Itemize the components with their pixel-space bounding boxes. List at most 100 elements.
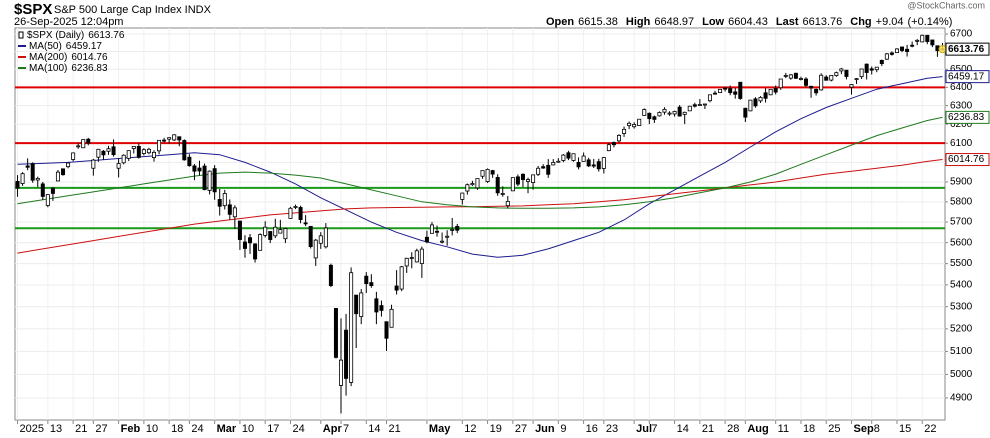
candle-body <box>707 94 712 102</box>
security-name: S&P 500 Large Cap Index INDX <box>54 4 212 16</box>
candle-body <box>733 91 738 95</box>
candle-body <box>374 298 379 313</box>
candle-body <box>616 134 621 142</box>
candle-body <box>798 78 803 80</box>
y-tick-label: 5300 <box>950 301 973 312</box>
candle-body <box>596 161 601 170</box>
candle-body <box>197 167 202 172</box>
candle-body <box>642 109 647 116</box>
candle-body <box>369 282 374 286</box>
candle-body <box>227 204 232 215</box>
candle-body <box>505 201 510 207</box>
candle-body <box>354 294 359 315</box>
x-tick-label: 7 <box>343 423 349 435</box>
candle-body <box>96 148 101 158</box>
candle-body <box>495 177 500 194</box>
candle-body <box>76 145 81 148</box>
candle-body <box>404 257 409 267</box>
candle-body <box>111 146 116 156</box>
candle-body <box>162 139 167 142</box>
candle-body <box>384 321 389 339</box>
candle-body <box>136 146 141 158</box>
candle-body <box>814 88 819 94</box>
y-tick-label: 4900 <box>950 393 973 404</box>
candle-body <box>930 39 935 46</box>
candle-body <box>606 144 611 152</box>
candle-body <box>414 250 419 263</box>
candle-body <box>258 234 263 251</box>
x-tick-label: May <box>429 423 451 435</box>
candle-body <box>81 139 86 149</box>
candle-body <box>460 192 465 200</box>
x-tick-label: 15 <box>899 423 911 435</box>
candle-body <box>738 81 743 99</box>
candle-body <box>515 176 520 185</box>
value-tag <box>945 70 990 84</box>
candle-body <box>874 66 879 71</box>
candle-body <box>465 184 470 192</box>
stat-label: Open <box>546 16 574 28</box>
candle-body <box>475 178 480 189</box>
x-tick-label: Jun <box>535 423 555 435</box>
candle-body <box>419 248 424 265</box>
x-tick-label: 14 <box>368 423 380 435</box>
stat-value: 6615.38 <box>578 16 618 28</box>
candle-body <box>106 148 111 152</box>
value-tag <box>945 153 990 167</box>
legend-entry: MA(100) 6236.83 <box>29 63 108 74</box>
candle-body <box>379 305 384 311</box>
stat-label: Low <box>702 16 724 28</box>
candle-body <box>571 153 576 161</box>
candle-body <box>339 359 344 386</box>
candle-body <box>854 78 859 81</box>
candle-body <box>662 108 667 113</box>
y-tick-label: 5600 <box>950 237 973 248</box>
candle-body <box>323 227 328 248</box>
candle-body <box>66 162 71 168</box>
candle-body <box>273 226 278 237</box>
candle-body <box>349 272 354 383</box>
candle-body <box>25 165 30 168</box>
candle-body <box>394 285 399 291</box>
candle-body <box>61 168 66 176</box>
legend-label: $SPX (Daily) <box>27 30 84 41</box>
ma-line <box>17 116 943 209</box>
stat-value: 6648.97 <box>654 16 694 28</box>
candle-body <box>35 178 40 181</box>
candle-body <box>935 45 940 52</box>
y-tick-label: 6400 <box>950 82 973 93</box>
candle-body <box>713 92 718 95</box>
value-tag-label: 6459.17 <box>948 71 985 82</box>
candle-body <box>283 228 288 240</box>
stat-value: 6613.76 <box>803 16 843 28</box>
stat-label: Chg <box>850 16 871 28</box>
candle-body <box>768 88 773 96</box>
candle-body <box>894 48 899 54</box>
candle-body <box>141 149 146 154</box>
candle-body <box>328 264 333 286</box>
ma-line <box>17 76 943 258</box>
candle-body <box>409 257 414 259</box>
candle-body <box>586 159 591 167</box>
x-tick-label: Aug <box>747 423 768 435</box>
candle-body <box>536 167 541 175</box>
x-tick-label: Mar <box>217 423 237 435</box>
candle-body <box>834 72 839 76</box>
legend-value: 6613.76 <box>88 30 125 41</box>
x-tick-label: 8 <box>874 423 880 435</box>
last-marker <box>938 45 947 54</box>
y-tick-label: 6500 <box>950 64 973 75</box>
candle-body <box>268 231 273 240</box>
legend-entry: MA(50) 6459.17 <box>29 41 102 52</box>
candle-body <box>450 229 455 231</box>
candle-body <box>440 240 445 243</box>
y-tick-label: 6200 <box>950 119 973 130</box>
x-tick-label: 18 <box>803 423 815 435</box>
legend-value: 6236.83 <box>71 63 108 74</box>
candle-body <box>490 170 495 175</box>
candle-body <box>187 156 192 167</box>
candle-body <box>232 207 237 218</box>
x-tick-label: 16 <box>586 423 598 435</box>
legend-label: MA(50) <box>29 41 62 52</box>
candle-body <box>237 220 242 240</box>
